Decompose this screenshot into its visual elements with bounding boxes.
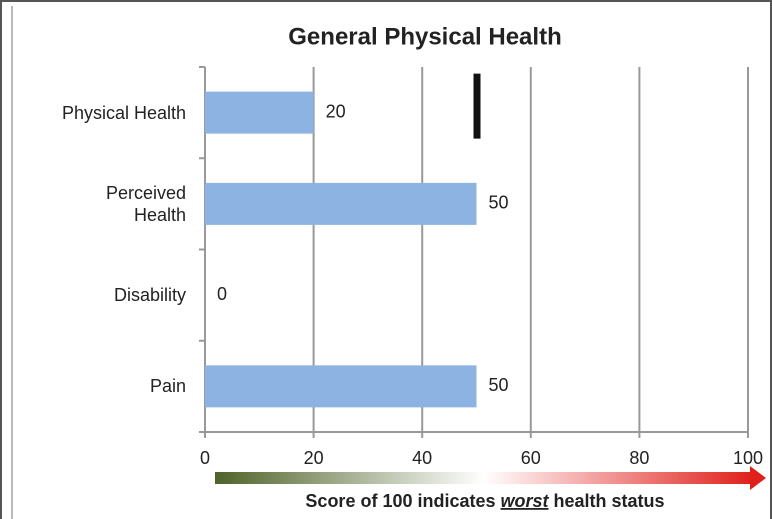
y-tick-label: Physical Health: [61, 102, 186, 123]
x-tick-label: 40: [412, 448, 432, 468]
value-label: 50: [489, 375, 509, 395]
x-tick-label: 80: [629, 448, 649, 468]
arrow-head: [750, 466, 766, 490]
marker: [473, 73, 481, 139]
note-part: Score of 100 indicates: [305, 491, 500, 511]
scale-arrow: [215, 472, 752, 484]
x-tick-label: 60: [521, 448, 541, 468]
x-tick-label: 20: [304, 448, 324, 468]
value-label: 0: [217, 284, 227, 304]
y-tick-label: Disability: [113, 285, 186, 306]
note-emphasis: worst: [501, 491, 550, 511]
x-tick-label: 100: [733, 448, 763, 468]
value-label: 20: [326, 101, 346, 121]
y-tick-label: Perceived Health: [105, 182, 186, 225]
bar: [205, 91, 314, 134]
value-label: 50: [489, 193, 509, 213]
bar: [205, 182, 477, 225]
bar: [205, 365, 477, 408]
chart-title: General Physical Health: [288, 23, 561, 50]
note-part: health status: [549, 491, 665, 511]
x-tick-label: 0: [200, 448, 210, 468]
y-tick-label: Pain: [149, 376, 186, 397]
note: Score of 100 indicates worst health stat…: [305, 491, 664, 511]
